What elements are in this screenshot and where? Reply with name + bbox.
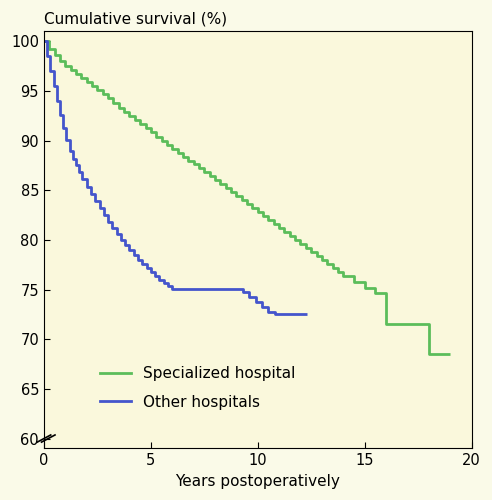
X-axis label: Years postoperatively: Years postoperatively: [175, 474, 340, 489]
Text: Cumulative survival (%): Cumulative survival (%): [44, 11, 227, 26]
Legend: Specialized hospital, Other hospitals: Specialized hospital, Other hospitals: [94, 360, 302, 416]
